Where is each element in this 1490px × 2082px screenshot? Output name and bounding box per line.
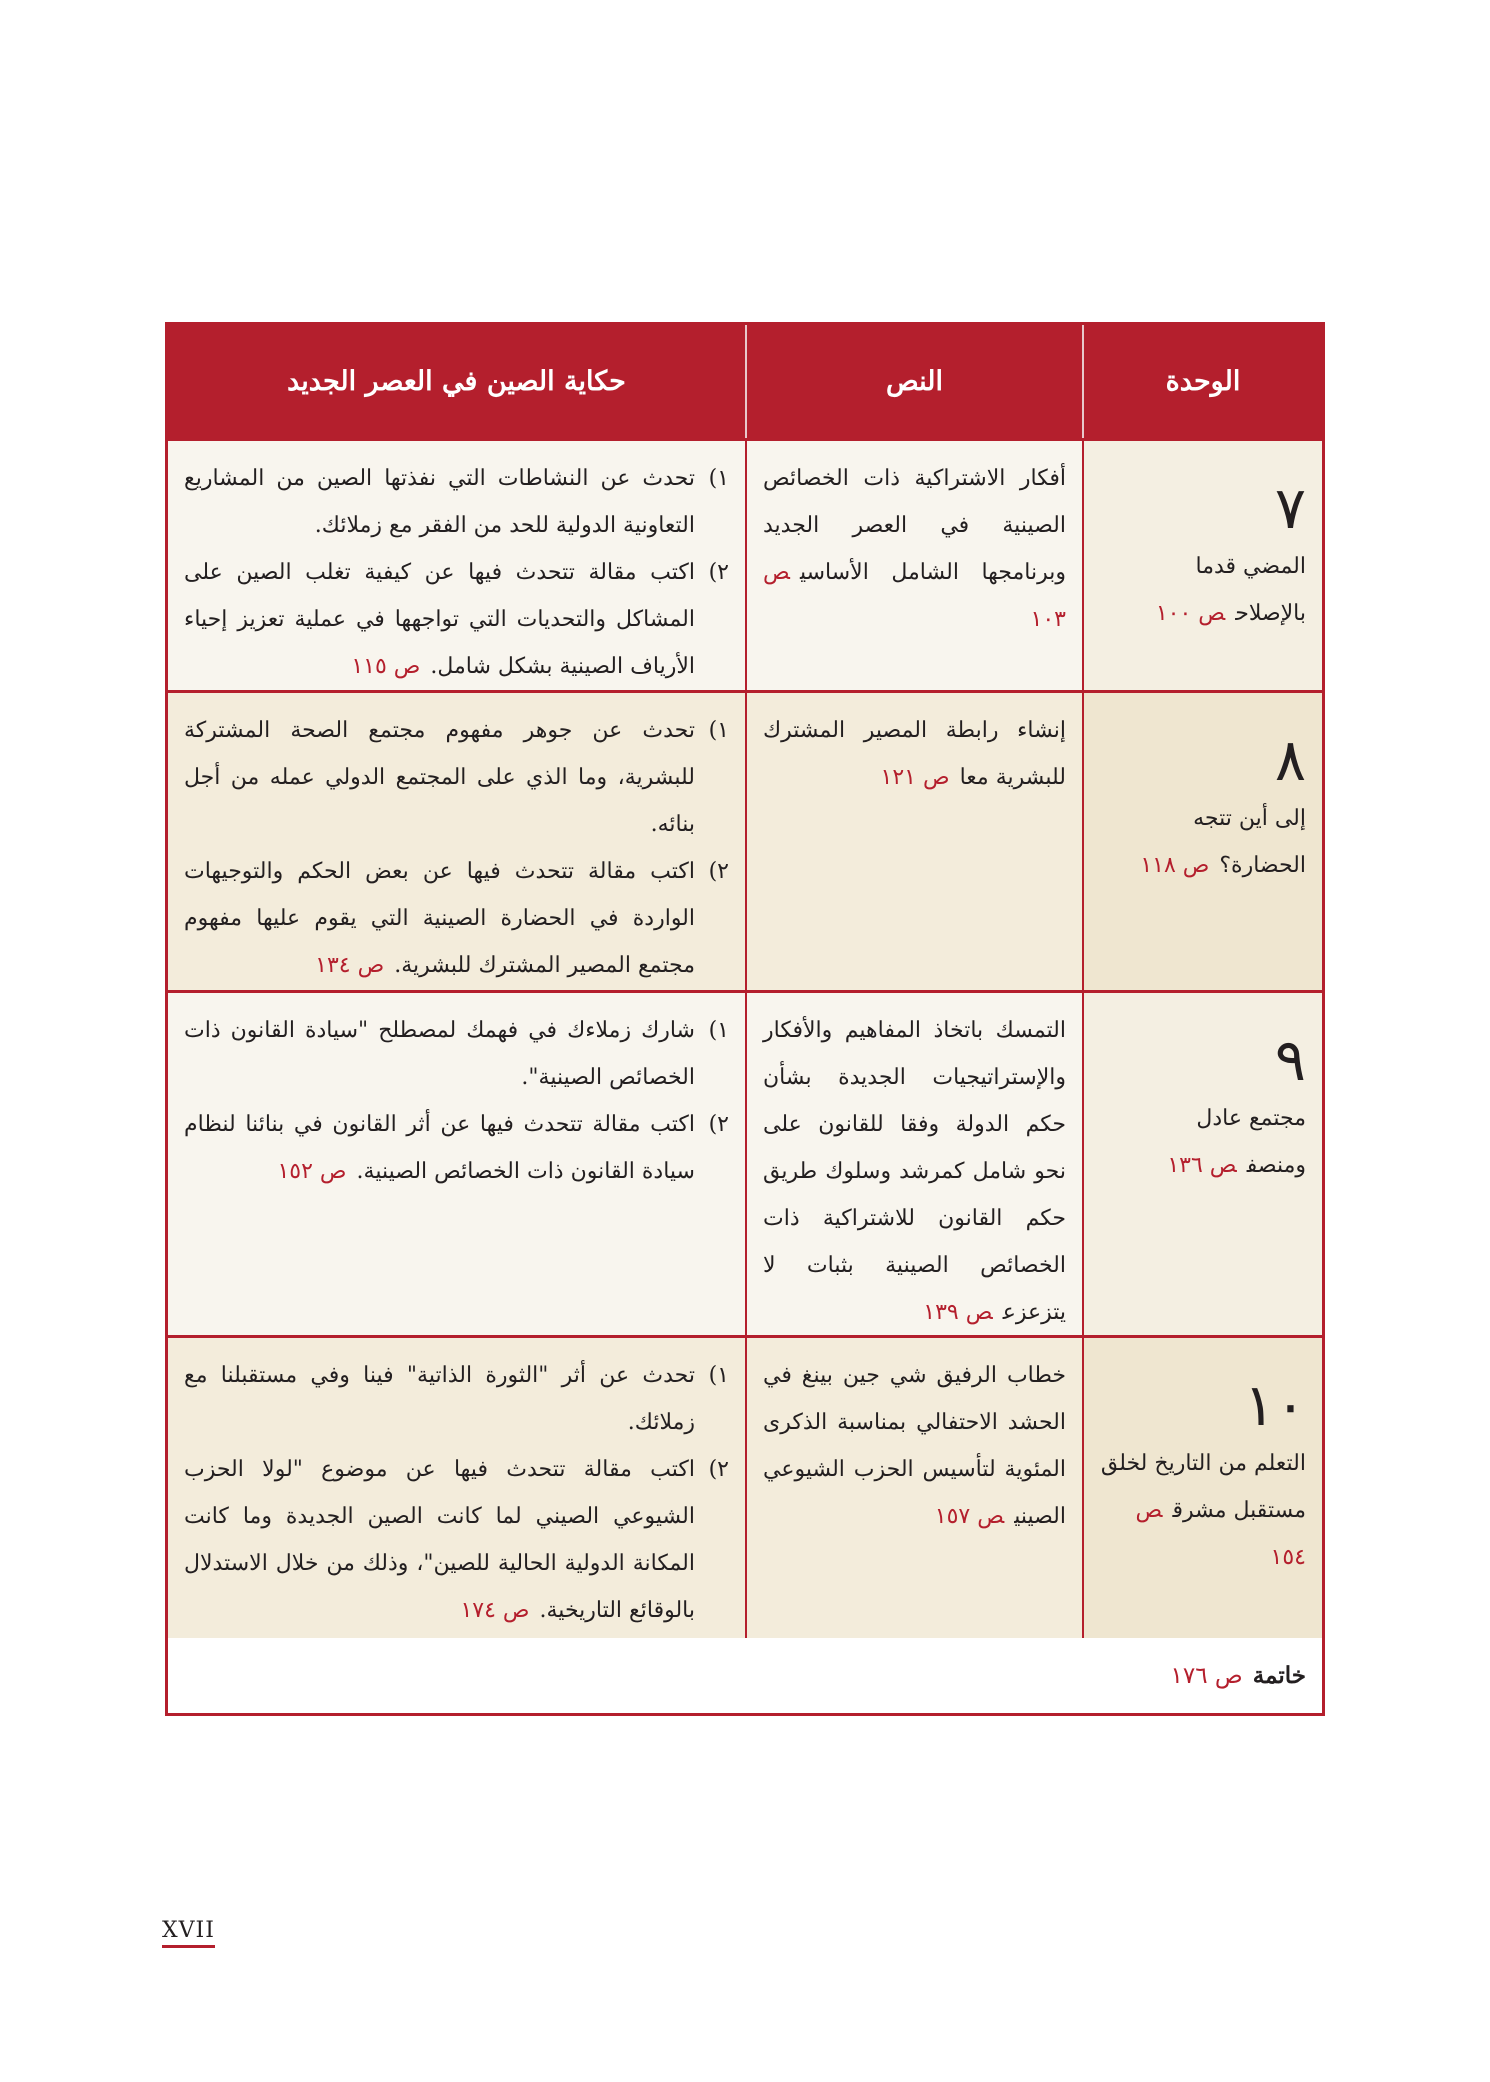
table-row: ٩ مجتمع عادل ومنصفص ١٣٦ التمسك باتخاذ ال…: [168, 993, 1322, 1338]
text-cell: خطاب الرفيق شي جين بينغ في الحشد الاحتفا…: [745, 1338, 1082, 1638]
text-page: ص ١٣٩: [923, 1300, 993, 1325]
text-page: ص ١٠٣: [763, 560, 1066, 632]
unit-page: ص ١١٨: [1140, 853, 1210, 878]
unit-number: ٩: [1274, 1026, 1306, 1094]
unit-cell: ٧ المضي قدما بالإصلاحص ١٠٠: [1082, 441, 1322, 690]
text-title: التمسك باتخاذ المفاهيم والأفكار والإسترا…: [763, 1018, 1066, 1325]
text-cell: إنشاء رابطة المصير المشترك للبشرية معاص …: [745, 693, 1082, 990]
table-row: ٧ المضي قدما بالإصلاحص ١٠٠ أفكار الاشترا…: [168, 441, 1322, 693]
story-page: ص ١٥٢: [277, 1159, 347, 1184]
story-item: ٢) اكتب مقالة تتحدث فيها عن كيفية تغلب ال…: [184, 549, 729, 690]
conclusion-row: خاتمة ص ١٧٦: [168, 1638, 1322, 1713]
table-row: ١٠ التعلم من التاريخ لخلق مستقبل مشرقص ١…: [168, 1338, 1322, 1638]
text-cell: أفكار الاشتراكية ذات الخصائص الصينية في …: [745, 441, 1082, 690]
unit-number: ١٠: [1243, 1371, 1306, 1439]
unit-cell: ١٠ التعلم من التاريخ لخلق مستقبل مشرقص ١…: [1082, 1338, 1322, 1638]
page-number: XVII: [162, 1918, 215, 1948]
item-text: تحدث عن النشاطات التي نفذتها الصين من ال…: [184, 466, 695, 538]
item-number: ١): [708, 466, 729, 491]
story-item: ١) تحدث عن جوهر مفهوم مجتمع الصحة المشترك…: [184, 707, 729, 848]
item-number: ٢): [708, 560, 729, 585]
header-unit: الوحدة: [1082, 325, 1322, 438]
story-item: ١) تحدث عن النشاطات التي نفذتها الصين من …: [184, 455, 729, 549]
story-cell: ١) تحدث عن النشاطات التي نفذتها الصين من …: [168, 441, 745, 690]
item-text: تحدث عن أثر "الثورة الذاتية" فينا وفي مس…: [184, 1363, 695, 1435]
item-text: تحدث عن جوهر مفهوم مجتمع الصحة المشتركة …: [184, 718, 695, 837]
story-item: ٢) اكتب مقالة تتحدث فيها عن أثر القانون ف…: [184, 1101, 729, 1195]
unit-page: ص ١٥٤: [1135, 1498, 1307, 1570]
item-text: اكتب مقالة تتحدث فيها عن موضوع "لولا الح…: [184, 1457, 695, 1623]
text-page: ص ١٢١: [880, 765, 950, 790]
unit-title: مجتمع عادل ومنصف: [1196, 1106, 1306, 1178]
unit-title: التعلم من التاريخ لخلق مستقبل مشرق: [1100, 1451, 1306, 1523]
header-text: النص: [745, 325, 1082, 438]
item-number: ١): [708, 1363, 729, 1388]
story-cell: ١) تحدث عن أثر "الثورة الذاتية" فينا وفي …: [168, 1338, 745, 1638]
table-row: ٨ إلى أين تتجه الحضارة؟ص ١١٨ إنشاء رابطة…: [168, 693, 1322, 993]
text-title: إنشاء رابطة المصير المشترك للبشرية معا: [763, 718, 1066, 790]
story-page: ص ١٧٤: [460, 1598, 530, 1623]
unit-cell: ٨ إلى أين تتجه الحضارة؟ص ١١٨: [1082, 693, 1322, 990]
unit-number: ٧: [1274, 474, 1306, 542]
story-cell: ١) تحدث عن جوهر مفهوم مجتمع الصحة المشترك…: [168, 693, 745, 990]
item-number: ١): [708, 1018, 729, 1043]
table-header: الوحدة النص حكاية الصين في العصر الجديد: [168, 325, 1322, 441]
unit-page: ص ١٠٠: [1155, 601, 1226, 626]
header-story: حكاية الصين في العصر الجديد: [287, 366, 626, 397]
unit-title: إلى أين تتجه الحضارة؟: [1193, 806, 1306, 878]
item-text: شارك زملاءك في فهمك لمصطلح "سيادة القانو…: [184, 1018, 695, 1090]
text-title: أفكار الاشتراكية ذات الخصائص الصينية في …: [763, 466, 1066, 585]
item-number: ٢): [708, 1112, 729, 1137]
story-item: ٢) اكتب مقالة تتحدث فيها عن بعض الحكم وال…: [184, 848, 729, 989]
story-page: ص ١٣٤: [315, 953, 385, 978]
story-page: ص ١١٥: [351, 654, 421, 679]
contents-table: الوحدة النص حكاية الصين في العصر الجديد …: [165, 322, 1325, 1716]
conclusion-label: خاتمة: [1252, 1662, 1306, 1689]
unit-page: ص ١٣٦: [1167, 1153, 1237, 1178]
item-text: اكتب مقالة تتحدث فيها عن بعض الحكم والتو…: [184, 859, 695, 978]
item-number: ١): [708, 718, 729, 743]
unit-number: ٨: [1274, 726, 1306, 794]
item-number: ٢): [708, 1457, 729, 1482]
unit-title: المضي قدما بالإصلاح: [1195, 554, 1307, 626]
story-item: ١) تحدث عن أثر "الثورة الذاتية" فينا وفي …: [184, 1352, 729, 1446]
story-cell: ١) شارك زملاءك في فهمك لمصطلح "سيادة القا…: [168, 993, 745, 1335]
conclusion-page: ص ١٧٦: [1170, 1662, 1243, 1689]
story-item: ١) شارك زملاءك في فهمك لمصطلح "سيادة القا…: [184, 1007, 729, 1101]
item-number: ٢): [708, 859, 729, 884]
text-cell: التمسك باتخاذ المفاهيم والأفكار والإسترا…: [745, 993, 1082, 1335]
item-text: اكتب مقالة تتحدث فيها عن أثر القانون في …: [184, 1112, 695, 1184]
text-title: خطاب الرفيق شي جين بينغ في الحشد الاحتفا…: [763, 1363, 1066, 1529]
story-item: ٢) اكتب مقالة تتحدث فيها عن موضوع "لولا ا…: [184, 1446, 729, 1634]
item-text: اكتب مقالة تتحدث فيها عن كيفية تغلب الصي…: [184, 560, 695, 679]
unit-cell: ٩ مجتمع عادل ومنصفص ١٣٦: [1082, 993, 1322, 1335]
text-page: ص ١٥٧: [934, 1504, 1005, 1529]
